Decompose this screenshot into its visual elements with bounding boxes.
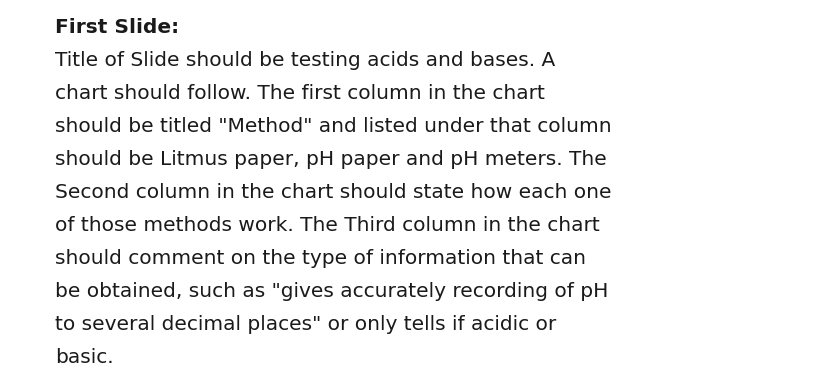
Text: Second column in the chart should state how each one: Second column in the chart should state … [55,183,611,202]
Text: Title of Slide should be testing acids and bases. A: Title of Slide should be testing acids a… [55,51,555,70]
Text: should be titled "Method" and listed under that column: should be titled "Method" and listed und… [55,117,611,136]
Text: to several decimal places" or only tells if acidic or: to several decimal places" or only tells… [55,315,556,334]
Text: chart should follow. The first column in the chart: chart should follow. The first column in… [55,84,544,103]
Text: should be Litmus paper, pH paper and pH meters. The: should be Litmus paper, pH paper and pH … [55,150,606,169]
Text: First Slide:: First Slide: [55,18,179,37]
Text: basic.: basic. [55,348,113,367]
Text: be obtained, such as "gives accurately recording of pH: be obtained, such as "gives accurately r… [55,282,608,301]
Text: of those methods work. The Third column in the chart: of those methods work. The Third column … [55,216,599,235]
Text: should comment on the type of information that can: should comment on the type of informatio… [55,249,586,268]
